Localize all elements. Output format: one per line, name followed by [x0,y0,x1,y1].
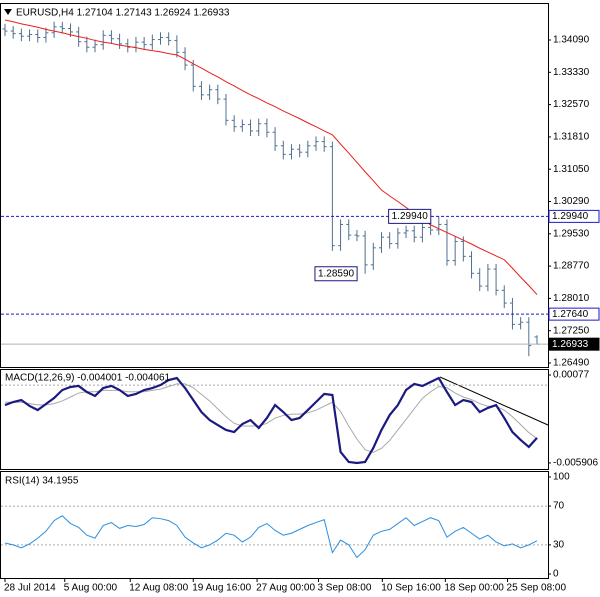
y-tick-label: 0.00077 [553,370,590,381]
y-tick-label: -0.005906 [553,458,598,469]
price-label: 1.26933 [552,339,589,350]
x-tick-label: 3 Sep 08:00 [317,583,371,594]
price-label: 1.29940 [552,211,589,222]
y-tick-label: 1.26490 [553,358,590,369]
price-label: 1.27640 [552,309,589,320]
x-tick-label: 5 Aug 00:00 [64,583,118,594]
y-tick-label: 1.28770 [553,261,590,272]
symbol-menu-icon [4,9,12,15]
x-tick-label: 18 Sep 00:00 [444,583,504,594]
rsi-panel [0,471,549,579]
x-tick-label: 25 Sep 08:00 [507,583,567,594]
annotation-box [314,266,358,282]
indicator-line [4,515,538,559]
y-tick-label: 1.29530 [553,228,590,239]
panel-title: MACD(12,26,9) -0.004001 -0.004061 [5,373,171,384]
y-tick-label: 1.30290 [553,196,590,207]
x-tick-label: 19 Aug 16:00 [192,583,251,594]
x-tick-label: 12 Aug 08:00 [129,583,188,594]
macd-panel [0,369,549,470]
annotation-label: 1.28590 [318,268,355,279]
panel-title: RSI(14) 34.1955 [5,476,79,487]
y-tick-label: 1.34090 [553,35,590,46]
price-label-box [548,337,600,351]
indicator-line [4,19,538,295]
x-tick-label: 28 Jul 2014 [4,583,56,594]
y-tick-label: 100 [553,472,570,483]
y-tick-label: 1.31050 [553,164,590,175]
annotation-box [388,208,432,224]
y-tick-label: 70 [553,501,565,512]
y-tick-label: 1.27250 [553,325,590,336]
x-tick-label: 10 Sep 16:00 [381,583,441,594]
panel-title: EURUSD,H4 1.27104 1.27143 1.26924 1.2693… [16,8,230,19]
annotation-label: 1.29940 [392,211,429,222]
y-tick-label: 0 [553,569,559,580]
y-tick-label: 1.33330 [553,67,590,78]
x-tick-label: 27 Aug 00:00 [256,583,315,594]
price-label-box [548,307,600,321]
indicator-line [4,376,538,465]
y-tick-label: 1.28010 [553,293,590,304]
price-label-box [548,209,600,223]
indicator-line [5,383,538,453]
y-tick-label: 30 [553,540,565,551]
y-tick-label: 1.31810 [553,132,590,143]
price-panel [0,3,549,368]
y-tick-label: 1.32570 [553,99,590,110]
